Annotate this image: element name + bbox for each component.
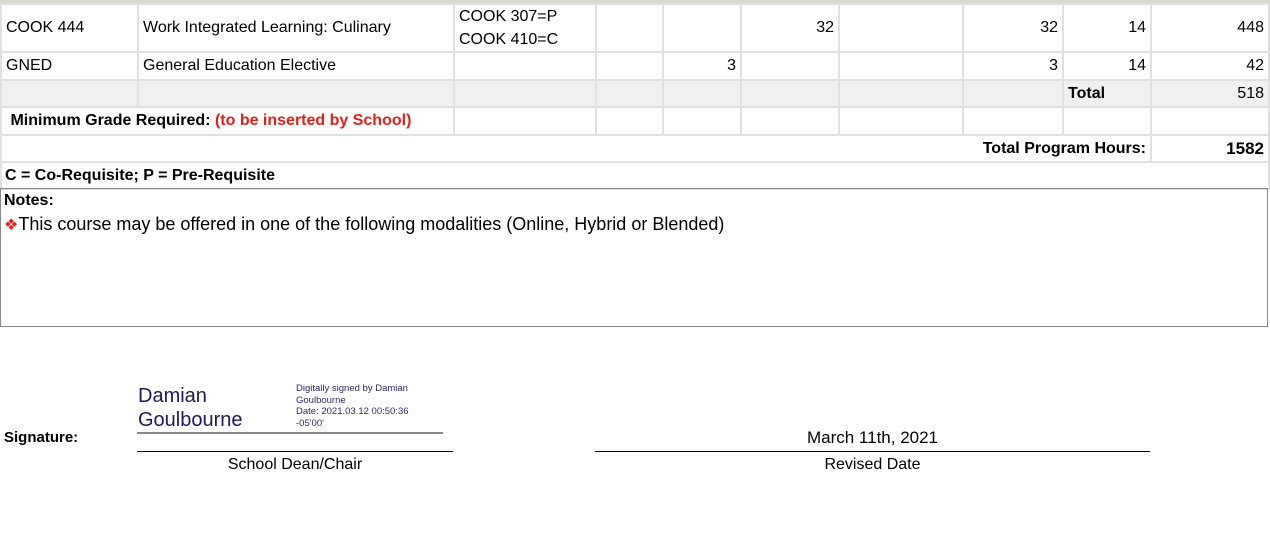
- course-title: Work Integrated Learning: Culinary: [137, 3, 455, 53]
- cell-value: 32: [962, 3, 1064, 53]
- revised-date-label: Revised Date: [824, 456, 921, 473]
- course-code: GNED: [0, 51, 139, 81]
- date-line: [595, 451, 1150, 452]
- min-grade-row: Minimum Grade Required: (to be inserted …: [0, 106, 1270, 136]
- table-row: COOK 444 Work Integrated Learning: Culin…: [0, 3, 1270, 53]
- signature-name: Damian Goulbourne: [138, 385, 243, 431]
- table-row: GNED General Education Elective 3 3 14 4…: [0, 51, 1270, 81]
- course-title: General Education Elective: [137, 51, 455, 81]
- revised-date: March 11th, 2021: [806, 428, 939, 447]
- cell-value: 14: [1062, 3, 1152, 53]
- total-row: Total 518: [0, 79, 1270, 108]
- diamond-bullet-icon: ❖: [4, 217, 19, 234]
- program-hours-label: Total Program Hours:: [0, 134, 1152, 163]
- total-label: Total: [1062, 79, 1152, 108]
- signature-label: Signature:: [4, 429, 79, 446]
- program-hours-row: Total Program Hours: 1582: [0, 134, 1270, 163]
- legend-row: C = Co-Requisite; P = Pre-Requisite: [0, 161, 1270, 190]
- top-border: [0, 0, 1270, 3]
- min-grade-label: Minimum Grade Required: (to be inserted …: [0, 106, 455, 136]
- cell-value: 3: [662, 51, 742, 81]
- notes-box: Notes: ❖This course may be offered in on…: [0, 188, 1268, 327]
- course-code: COOK 444: [0, 3, 139, 53]
- requisites: COOK 307=P COOK 410=C: [453, 3, 597, 53]
- cell-value: 448: [1150, 3, 1270, 53]
- requisite: COOK 307=P: [459, 8, 558, 25]
- total-value: 518: [1150, 79, 1270, 108]
- signature-role: School Dean/Chair: [227, 456, 363, 473]
- notes-heading: Notes:: [4, 192, 54, 209]
- cell-value: 3: [962, 51, 1064, 81]
- requisite: COOK 410=C: [459, 31, 559, 48]
- min-grade-note: (to be inserted by School): [214, 112, 412, 129]
- program-hours-value: 1582: [1150, 134, 1270, 163]
- notes-text: This course may be offered in one of the…: [18, 214, 725, 234]
- signature-underline: [137, 432, 443, 434]
- course-table: COOK 444 Work Integrated Learning: Culin…: [0, 3, 1270, 190]
- cell-value: 32: [740, 3, 840, 53]
- requisite-legend: C = Co-Requisite; P = Pre-Requisite: [0, 161, 1270, 190]
- signature-meta: Digitally signed by Damian Goulbourne Date…: [296, 383, 409, 429]
- cell-value: 14: [1062, 51, 1152, 81]
- signature-line: [137, 451, 453, 452]
- cell-value: 42: [1150, 51, 1270, 81]
